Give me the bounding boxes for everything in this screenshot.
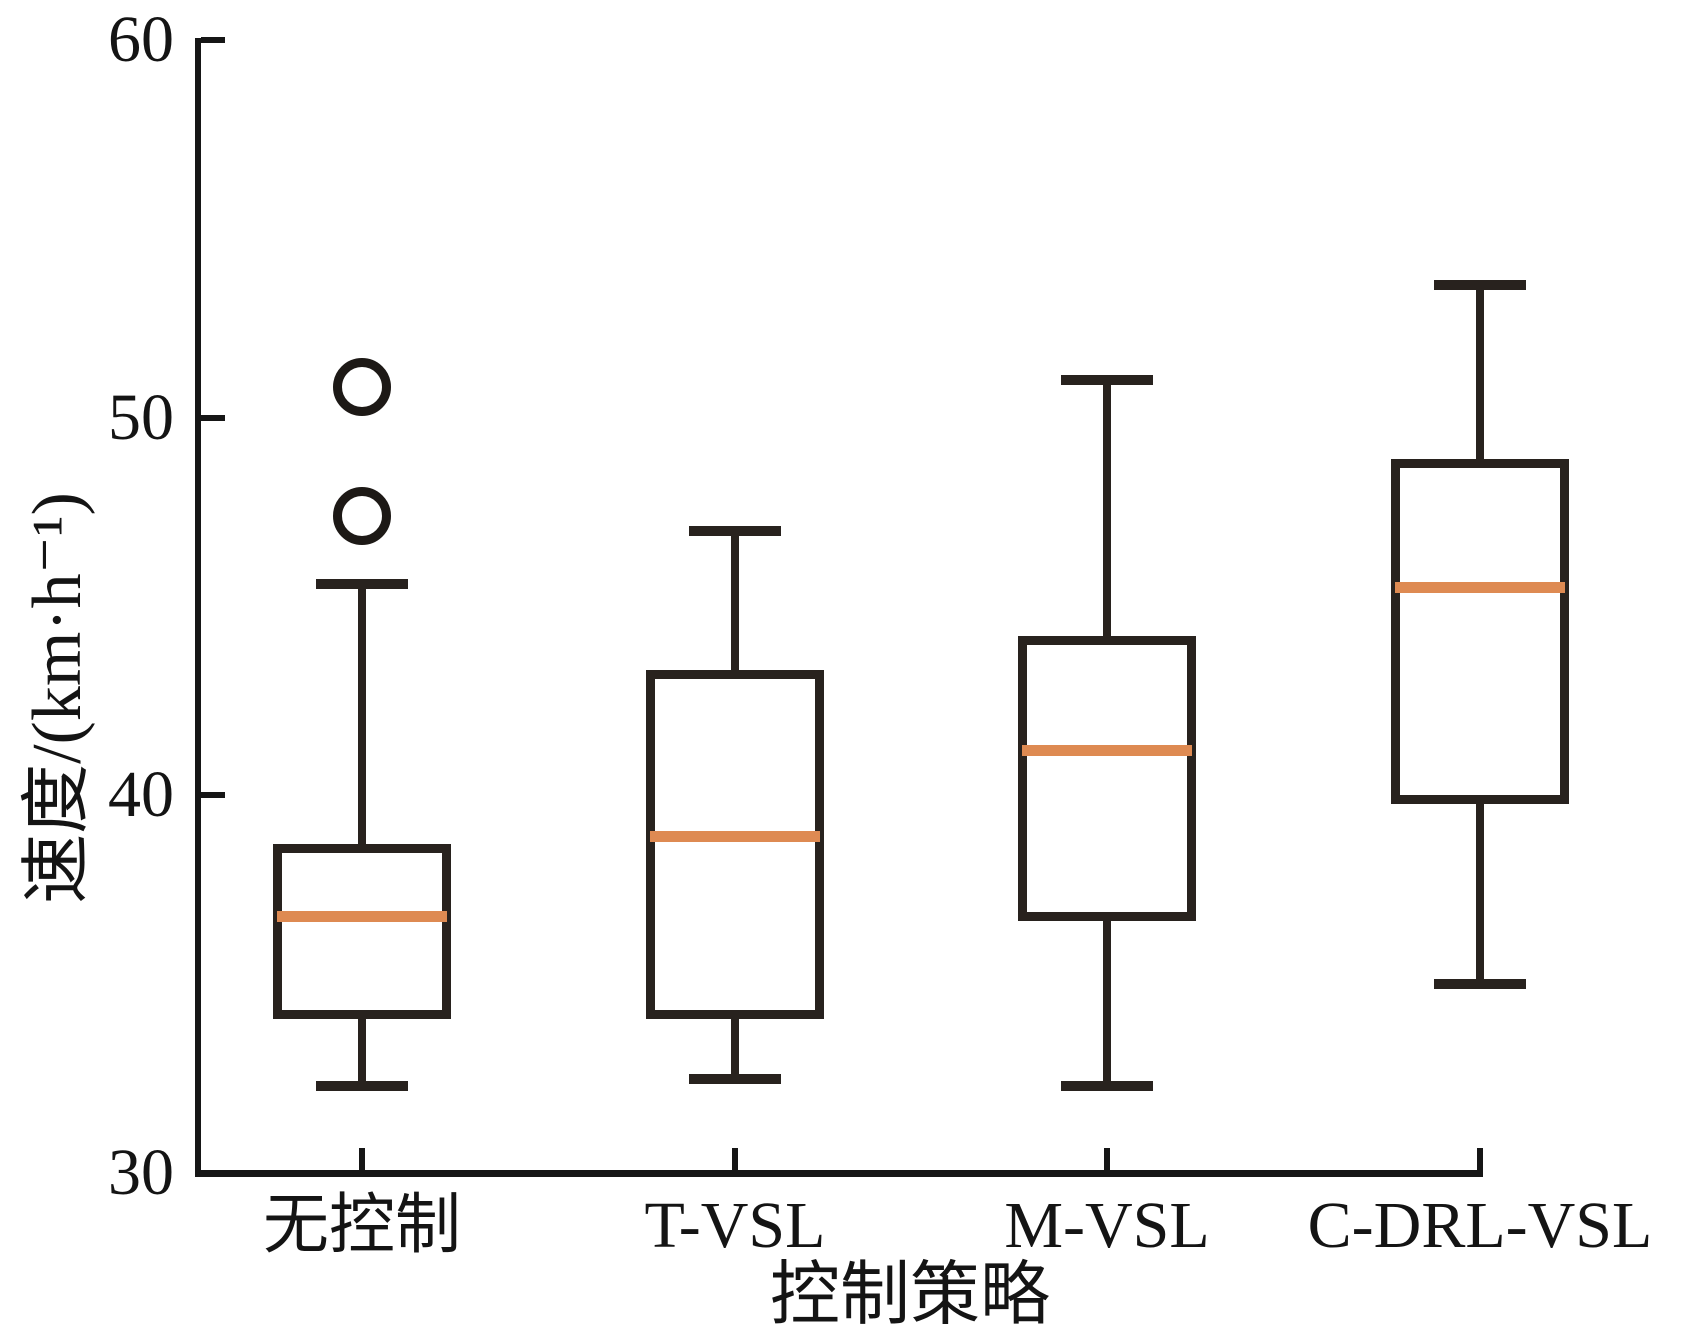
whisker-upper-cap — [316, 578, 408, 589]
whisker-upper-cap — [1061, 374, 1153, 385]
y-tick-label: 40 — [108, 758, 174, 832]
box — [1391, 458, 1569, 805]
median-line — [277, 910, 447, 922]
box — [273, 844, 451, 1020]
whisker-upper-stem — [1476, 285, 1484, 463]
y-tick — [201, 792, 225, 799]
x-category-label: 无控制 — [263, 1189, 461, 1262]
x-tick — [732, 1148, 738, 1172]
y-tick — [201, 1170, 225, 1176]
y-tick — [201, 37, 225, 43]
y-tick-label: 50 — [108, 380, 174, 454]
median-line — [1022, 744, 1192, 756]
whisker-lower-cap — [1061, 1081, 1153, 1092]
y-tick-label: 30 — [108, 1136, 174, 1209]
whisker-lower-stem — [731, 1014, 739, 1079]
x-axis-title: 控制策略 — [770, 1257, 1050, 1334]
whisker-upper-cap — [1434, 280, 1526, 291]
outlier-circle — [333, 358, 391, 417]
y-tick-label: 60 — [108, 3, 174, 76]
y-axis-line — [195, 38, 201, 1177]
whisker-upper-stem — [358, 583, 366, 849]
whisker-lower-cap — [316, 1081, 408, 1092]
whisker-lower-cap — [689, 1073, 781, 1084]
median-line — [1395, 582, 1565, 594]
whisker-lower-stem — [1476, 799, 1484, 985]
box — [646, 670, 824, 1020]
whisker-lower-cap — [1434, 979, 1526, 990]
x-tick — [359, 1148, 365, 1172]
x-category-label: T-VSL — [644, 1189, 826, 1262]
whisker-upper-stem — [1103, 379, 1111, 641]
whisker-upper-cap — [689, 525, 781, 536]
median-line — [650, 831, 820, 843]
x-tick — [1104, 1148, 1110, 1172]
whisker-lower-stem — [1103, 916, 1111, 1087]
x-category-label: C-DRL-VSL — [1307, 1189, 1653, 1262]
whisker-upper-stem — [731, 530, 739, 675]
y-tick — [201, 414, 225, 421]
box — [1018, 636, 1196, 922]
x-axis-line — [195, 1170, 1483, 1177]
x-category-label: M-VSL — [1004, 1189, 1210, 1262]
x-tick — [1477, 1148, 1483, 1172]
outlier-circle — [333, 486, 391, 545]
whisker-lower-stem — [358, 1014, 366, 1087]
